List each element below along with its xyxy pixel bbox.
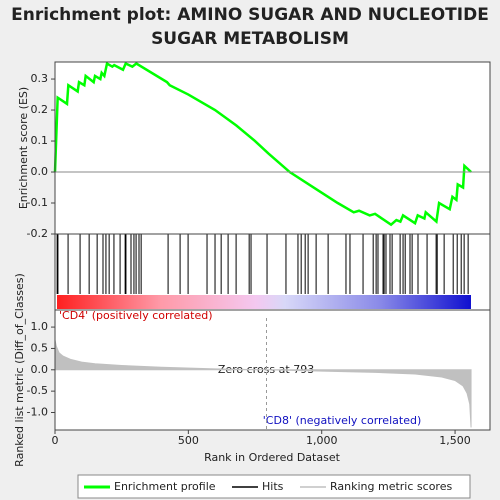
y-tick-label: 0.1 <box>31 134 49 147</box>
y-axis-label: Enrichment score (ES) <box>17 87 30 209</box>
y-tick-label: -0.5 <box>27 384 48 397</box>
y-tick-label: 0.0 <box>31 363 49 376</box>
x-tick-label: 1,000 <box>306 434 338 447</box>
y-tick-label: 0.5 <box>31 341 49 354</box>
y-axis-label: Ranked list metric (Diff_of_Classes) <box>13 273 26 467</box>
y-tick-label: 0.2 <box>31 103 49 116</box>
x-tick-label: 1,500 <box>439 434 471 447</box>
es-line <box>53 61 472 227</box>
x-tick-label: 0 <box>52 434 59 447</box>
annotation: 'CD8' (negatively correlated) <box>263 414 421 427</box>
annotation: 'CD4' (positively correlated) <box>59 309 213 322</box>
y-tick-label: 0.0 <box>31 165 49 178</box>
ranking-area <box>54 339 472 428</box>
y-tick-label: 0.3 <box>31 72 49 85</box>
y-tick-label: -1.0 <box>27 405 48 418</box>
chart-title: SUGAR METABOLISM <box>151 29 349 49</box>
legend <box>77 474 471 499</box>
y-tick-label: -0.2 <box>27 227 48 240</box>
x-tick-label: 500 <box>178 434 199 447</box>
legend-label: Enrichment profile <box>114 480 216 493</box>
legend-label: Ranking metric scores <box>330 480 452 493</box>
y-tick-label: -0.1 <box>27 196 48 209</box>
chart-title: Enrichment plot: AMINO SUGAR AND NUCLEOT… <box>11 5 489 25</box>
y-tick-label: 1.0 <box>31 320 49 333</box>
color-bar <box>57 295 471 309</box>
legend-label: Hits <box>262 480 284 493</box>
x-axis-label: Rank in Ordered Dataset <box>204 451 341 464</box>
